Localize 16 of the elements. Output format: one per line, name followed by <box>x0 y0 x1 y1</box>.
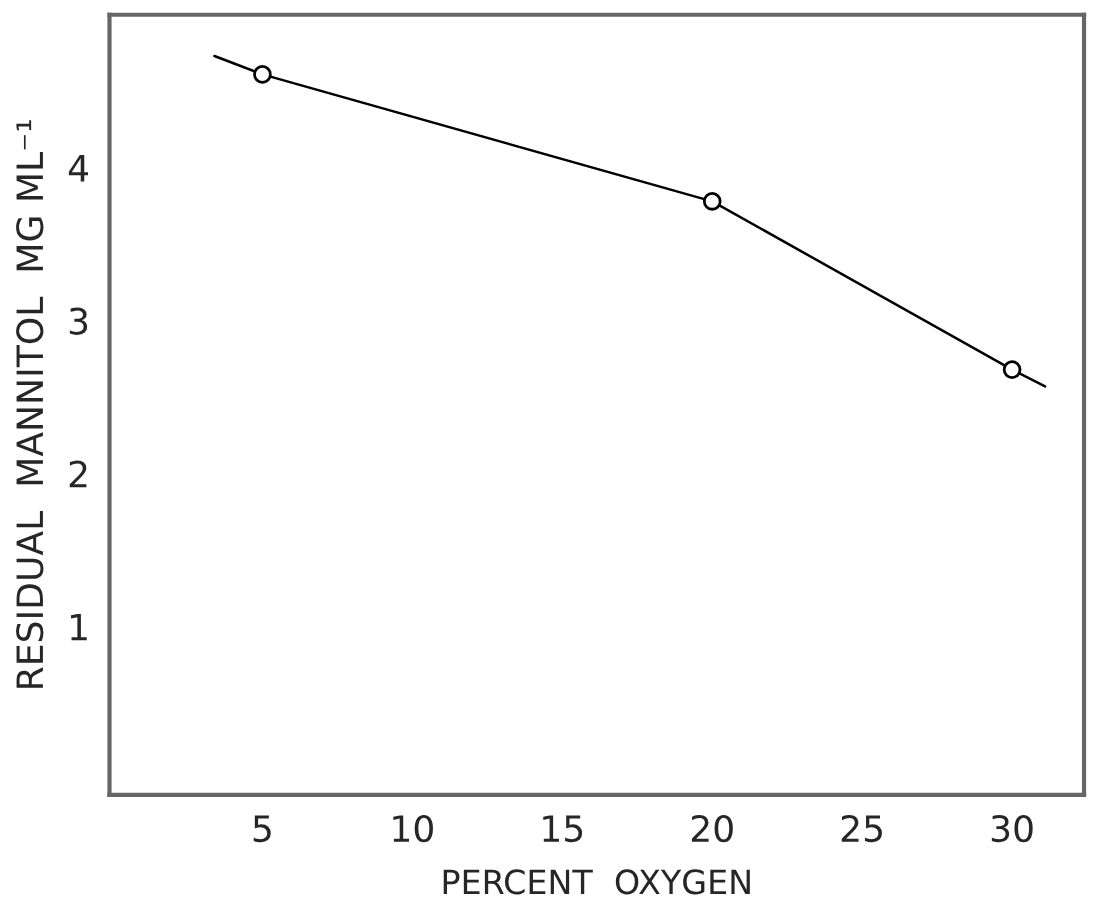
line-series <box>213 54 1047 388</box>
x-tick-label: 10 <box>393 814 433 843</box>
point <box>253 65 272 84</box>
y-tick-label: 3 <box>69 307 88 335</box>
y-tick-label: 1 <box>71 613 87 641</box>
y-tick-label: 2 <box>69 460 87 488</box>
x-tick-label: 25 <box>841 814 882 843</box>
point <box>1002 360 1022 379</box>
point <box>702 192 722 211</box>
x-tick-label: 30 <box>991 814 1033 843</box>
x-axis-title: PERCENT OXYGEN <box>443 869 750 895</box>
x-tick-label: 5 <box>253 815 271 843</box>
x-tick-label: 15 <box>543 815 583 843</box>
y-tick-label: 4 <box>68 155 89 182</box>
y-axis-title: RESIDUAL MANNITOL MG ML⁻¹ <box>16 120 44 688</box>
x-tick-label: 20 <box>691 814 733 843</box>
